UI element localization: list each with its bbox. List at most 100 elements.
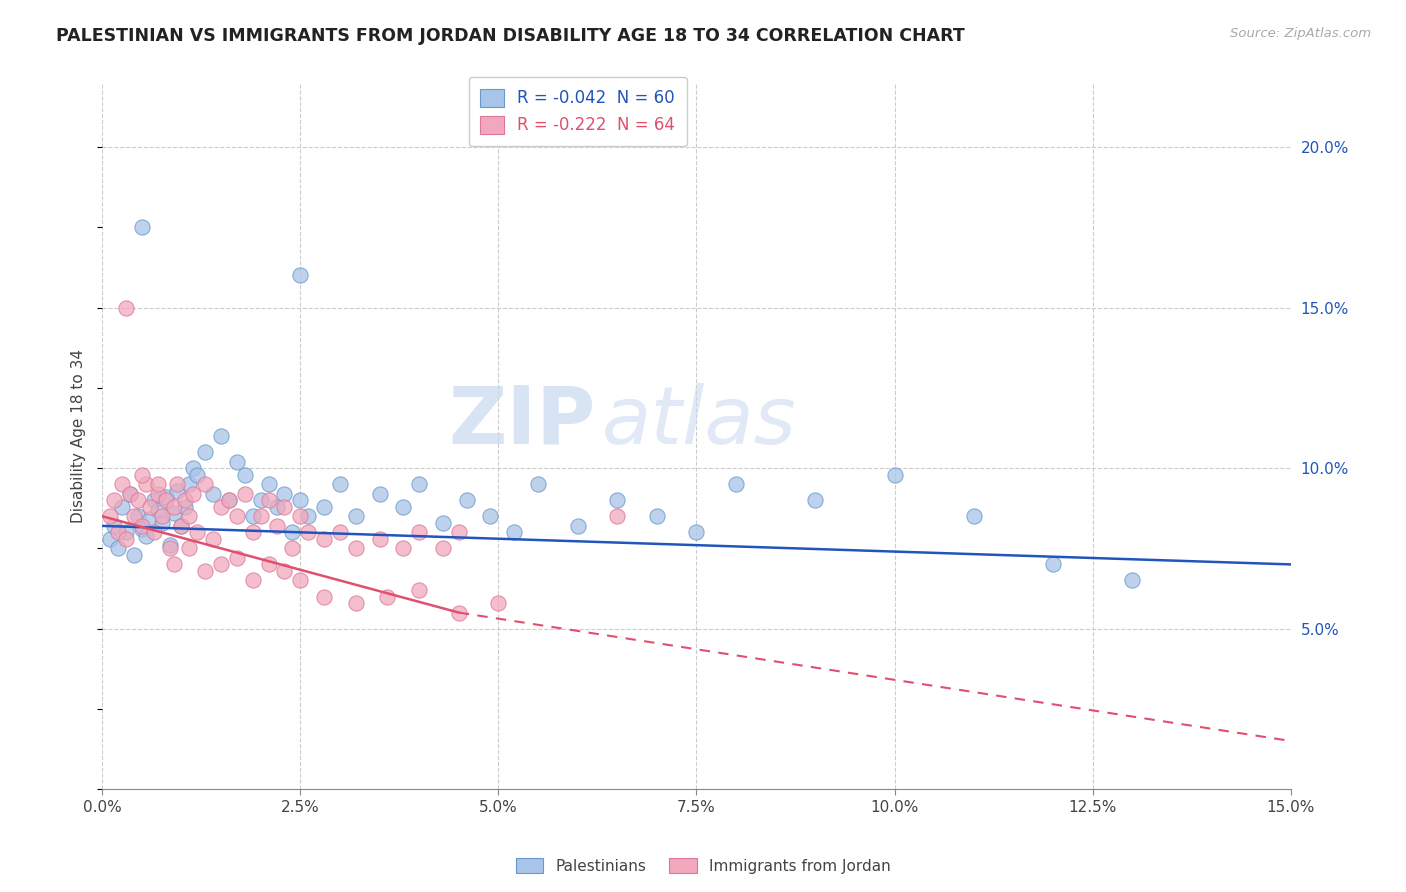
Point bbox=[135, 477, 157, 491]
Point bbox=[281, 541, 304, 556]
Point bbox=[103, 493, 125, 508]
Point bbox=[503, 525, 526, 540]
Point bbox=[179, 541, 201, 556]
Point bbox=[963, 509, 986, 524]
Point bbox=[225, 551, 247, 566]
Point bbox=[146, 477, 169, 491]
Point bbox=[344, 541, 367, 556]
Point bbox=[257, 477, 280, 491]
Point bbox=[344, 509, 367, 524]
Point bbox=[725, 477, 748, 491]
Point bbox=[290, 493, 312, 508]
Point bbox=[127, 493, 149, 508]
Point bbox=[257, 493, 280, 508]
Point bbox=[162, 506, 184, 520]
Point bbox=[242, 509, 264, 524]
Point bbox=[209, 500, 232, 514]
Point bbox=[150, 516, 173, 530]
Point bbox=[170, 519, 193, 533]
Point bbox=[606, 509, 628, 524]
Point bbox=[290, 268, 312, 283]
Point bbox=[233, 467, 256, 482]
Point bbox=[131, 519, 153, 533]
Point bbox=[146, 503, 169, 517]
Point bbox=[447, 606, 470, 620]
Point bbox=[118, 487, 141, 501]
Point bbox=[166, 483, 188, 498]
Point bbox=[174, 493, 197, 508]
Point bbox=[685, 525, 707, 540]
Legend: R = -0.042  N = 60, R = -0.222  N = 64: R = -0.042 N = 60, R = -0.222 N = 64 bbox=[468, 77, 686, 146]
Text: atlas: atlas bbox=[602, 383, 796, 461]
Point bbox=[242, 525, 264, 540]
Point bbox=[115, 525, 138, 540]
Y-axis label: Disability Age 18 to 34: Disability Age 18 to 34 bbox=[72, 349, 86, 523]
Point bbox=[179, 509, 201, 524]
Point bbox=[139, 500, 162, 514]
Point bbox=[98, 509, 121, 524]
Point bbox=[131, 467, 153, 482]
Point bbox=[249, 493, 271, 508]
Point bbox=[202, 532, 225, 546]
Point bbox=[486, 596, 509, 610]
Point bbox=[139, 512, 162, 526]
Point bbox=[202, 487, 225, 501]
Point bbox=[98, 532, 121, 546]
Point bbox=[432, 541, 454, 556]
Point bbox=[225, 455, 247, 469]
Point bbox=[186, 525, 208, 540]
Point bbox=[225, 509, 247, 524]
Point bbox=[290, 509, 312, 524]
Point bbox=[194, 477, 217, 491]
Point bbox=[242, 574, 264, 588]
Point bbox=[162, 500, 184, 514]
Point bbox=[266, 519, 288, 533]
Point bbox=[377, 590, 399, 604]
Point bbox=[127, 509, 149, 524]
Point bbox=[456, 493, 478, 508]
Point bbox=[131, 220, 153, 235]
Point bbox=[122, 509, 145, 524]
Point bbox=[273, 487, 295, 501]
Legend: Palestinians, Immigrants from Jordan: Palestinians, Immigrants from Jordan bbox=[509, 852, 897, 880]
Point bbox=[115, 532, 138, 546]
Point bbox=[162, 558, 184, 572]
Point bbox=[257, 558, 280, 572]
Point bbox=[606, 493, 628, 508]
Point bbox=[111, 477, 134, 491]
Point bbox=[273, 564, 295, 578]
Point bbox=[312, 590, 335, 604]
Point bbox=[408, 583, 430, 598]
Point bbox=[159, 541, 181, 556]
Point bbox=[115, 301, 138, 315]
Point bbox=[479, 509, 502, 524]
Point bbox=[209, 429, 232, 443]
Point bbox=[170, 519, 193, 533]
Point bbox=[111, 500, 134, 514]
Point bbox=[1121, 574, 1143, 588]
Point bbox=[344, 596, 367, 610]
Point bbox=[142, 525, 165, 540]
Point bbox=[273, 500, 295, 514]
Point bbox=[107, 525, 129, 540]
Point bbox=[159, 538, 181, 552]
Point bbox=[186, 467, 208, 482]
Point bbox=[368, 532, 391, 546]
Text: PALESTINIAN VS IMMIGRANTS FROM JORDAN DISABILITY AGE 18 TO 34 CORRELATION CHART: PALESTINIAN VS IMMIGRANTS FROM JORDAN DI… bbox=[56, 27, 965, 45]
Point bbox=[218, 493, 240, 508]
Point bbox=[447, 525, 470, 540]
Point bbox=[392, 500, 415, 514]
Point bbox=[883, 467, 905, 482]
Point bbox=[131, 522, 153, 536]
Point bbox=[408, 477, 430, 491]
Point bbox=[408, 525, 430, 540]
Point bbox=[249, 509, 271, 524]
Point bbox=[368, 487, 391, 501]
Point bbox=[432, 516, 454, 530]
Point bbox=[329, 525, 352, 540]
Point bbox=[183, 461, 205, 475]
Point bbox=[297, 525, 319, 540]
Text: ZIP: ZIP bbox=[449, 383, 596, 461]
Point bbox=[155, 493, 177, 508]
Point bbox=[194, 445, 217, 459]
